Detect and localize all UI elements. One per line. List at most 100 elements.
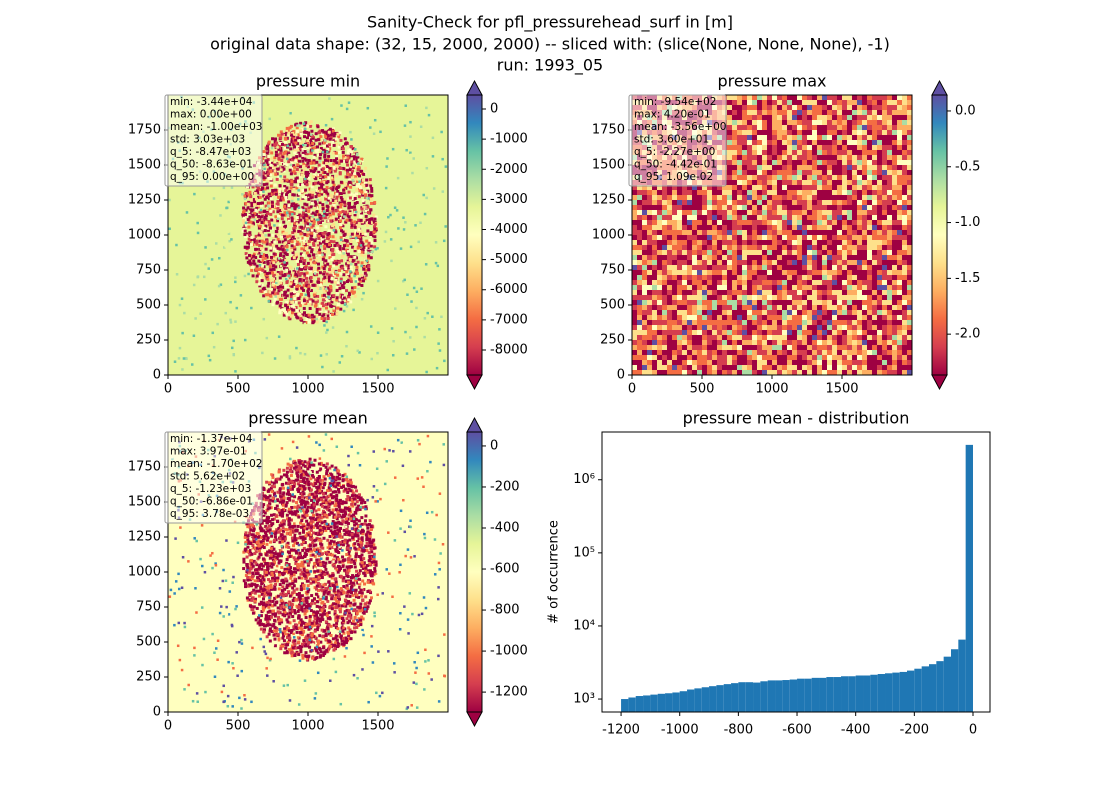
image-pixel [296,316,299,319]
image-pixel [356,239,359,242]
image-pixel [787,205,792,210]
image-pixel [346,244,349,247]
image-pixel [777,230,782,235]
image-pixel [837,115,842,120]
image-pixel [394,263,397,266]
stats-text: q_50: -8.63e-01 [170,159,253,171]
image-pixel [272,284,275,287]
image-pixel [857,135,862,140]
image-pixel [317,263,320,266]
image-pixel [317,281,320,284]
image-pixel [747,245,752,250]
image-pixel [802,100,807,105]
image-pixel [342,151,345,154]
image-pixel [642,245,647,250]
image-pixel [677,225,682,230]
image-pixel [722,225,727,230]
image-pixel [632,190,637,195]
image-pixel [757,160,762,165]
image-pixel [340,104,343,107]
image-pixel [897,165,902,170]
image-pixel [817,140,822,145]
image-pixel [837,210,842,215]
image-pixel [325,288,328,291]
image-pixel [291,197,294,200]
image-pixel [782,130,787,135]
image-pixel [787,240,792,245]
image-pixel [717,240,722,245]
image-pixel [902,240,907,245]
image-pixel [677,240,682,245]
image-pixel [737,115,742,120]
image-pixel [902,170,907,175]
image-pixel [263,153,266,156]
image-pixel [352,292,355,295]
image-pixel [319,287,322,290]
image-pixel [777,210,782,215]
image-pixel [902,120,907,125]
image-pixel [369,208,372,211]
image-pixel [333,184,336,187]
image-pixel [326,233,329,236]
image-pixel [335,193,338,196]
image-pixel [340,239,343,242]
image-pixel [285,193,288,196]
image-pixel [782,105,787,110]
image-pixel [887,115,892,120]
image-pixel [822,100,827,105]
image-pixel [727,220,732,225]
image-pixel [404,221,407,224]
image-pixel [351,259,354,262]
image-pixel [742,155,747,160]
image-pixel [396,209,399,212]
image-pixel [302,154,305,157]
image-pixel [309,196,312,199]
image-pixel [318,164,321,167]
image-pixel [295,155,298,158]
image-pixel [887,185,892,190]
image-pixel [872,215,877,220]
image-pixel [877,230,882,235]
image-pixel [767,220,772,225]
image-pixel [877,145,882,150]
image-pixel [283,294,286,297]
image-pixel [662,195,667,200]
image-pixel [767,170,772,175]
image-pixel [757,180,762,185]
image-pixel [425,197,428,200]
image-pixel [902,100,907,105]
image-pixel [742,130,747,135]
image-pixel [311,149,314,152]
image-pixel [247,273,250,276]
image-pixel [325,162,328,165]
image-pixel [812,130,817,135]
image-pixel [742,200,747,205]
image-pixel [857,140,862,145]
image-pixel [283,162,286,165]
image-pixel [797,205,802,210]
image-pixel [314,182,317,185]
image-pixel [887,130,892,135]
image-pixel [276,200,279,203]
image-pixel [782,210,787,215]
image-pixel [288,270,291,273]
image-pixel [817,190,822,195]
image-pixel [697,210,702,215]
image-pixel [817,170,822,175]
image-pixel [632,200,637,205]
image-pixel [244,230,247,233]
image-pixel [842,160,847,165]
image-pixel [265,248,268,251]
image-pixel [832,145,837,150]
image-pixel [362,246,365,249]
image-pixel [642,215,647,220]
image-pixel [322,298,325,301]
image-pixel [802,145,807,150]
image-pixel [253,203,256,206]
image-pixel [827,110,832,115]
image-pixel [787,110,792,115]
image-pixel [847,100,852,105]
image-pixel [296,130,299,133]
image-pixel [672,215,677,220]
image-pixel [897,155,902,160]
